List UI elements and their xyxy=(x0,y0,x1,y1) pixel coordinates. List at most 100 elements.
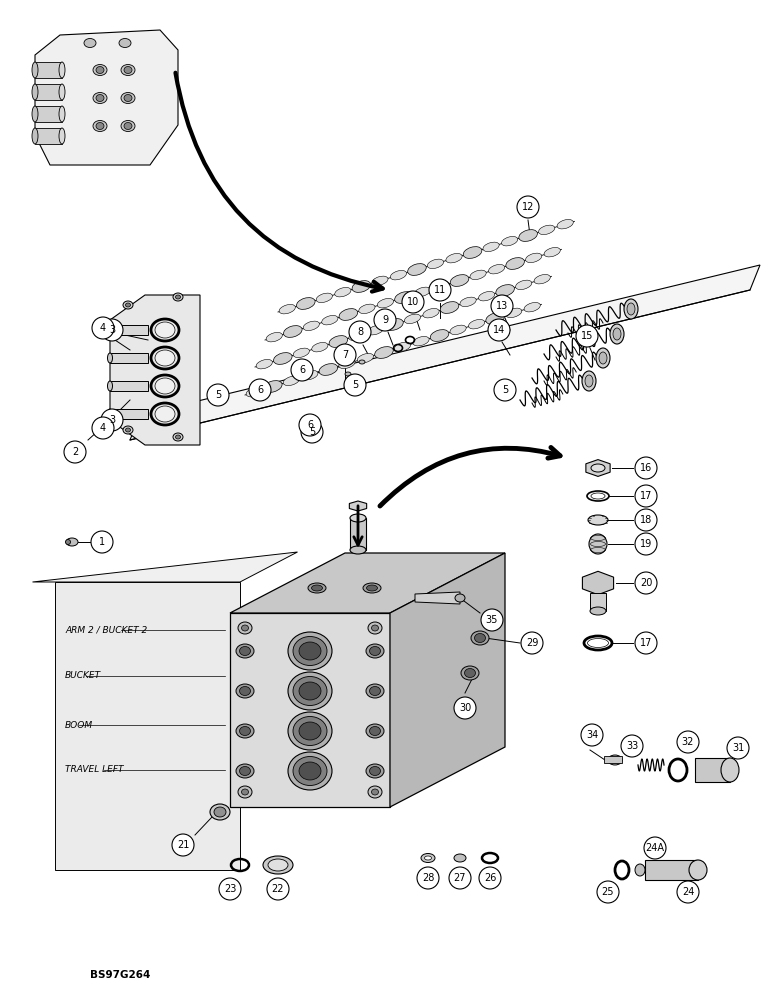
Ellipse shape xyxy=(236,644,254,658)
Ellipse shape xyxy=(126,303,130,307)
Ellipse shape xyxy=(689,860,707,880)
Circle shape xyxy=(677,881,699,903)
Text: 27: 27 xyxy=(454,873,466,883)
Ellipse shape xyxy=(239,726,250,736)
Ellipse shape xyxy=(119,38,131,47)
Ellipse shape xyxy=(463,247,482,258)
Polygon shape xyxy=(695,758,730,782)
Polygon shape xyxy=(55,582,240,870)
Text: 33: 33 xyxy=(626,741,638,751)
Polygon shape xyxy=(35,62,62,78)
Ellipse shape xyxy=(303,321,320,331)
Ellipse shape xyxy=(366,644,384,658)
Text: 5: 5 xyxy=(215,390,221,400)
Circle shape xyxy=(207,384,229,406)
Ellipse shape xyxy=(66,538,78,546)
Circle shape xyxy=(621,735,643,757)
Text: 18: 18 xyxy=(640,515,652,525)
Ellipse shape xyxy=(506,258,524,269)
Ellipse shape xyxy=(370,726,381,736)
Circle shape xyxy=(491,295,513,317)
Circle shape xyxy=(597,881,619,903)
Ellipse shape xyxy=(391,270,407,280)
Ellipse shape xyxy=(366,684,384,698)
Ellipse shape xyxy=(124,66,132,74)
Circle shape xyxy=(344,374,366,396)
Text: TRAVEL LEFT: TRAVEL LEFT xyxy=(65,766,124,774)
Text: 3: 3 xyxy=(109,325,115,335)
Text: 2: 2 xyxy=(72,447,78,457)
Circle shape xyxy=(172,834,194,856)
Circle shape xyxy=(635,572,657,594)
Ellipse shape xyxy=(461,666,479,680)
Ellipse shape xyxy=(293,348,310,358)
Circle shape xyxy=(92,317,114,339)
Ellipse shape xyxy=(283,376,300,386)
Ellipse shape xyxy=(268,859,288,871)
Ellipse shape xyxy=(366,764,384,778)
Ellipse shape xyxy=(155,322,175,338)
Text: 13: 13 xyxy=(496,301,508,311)
Ellipse shape xyxy=(96,66,104,74)
Ellipse shape xyxy=(93,64,107,76)
Text: 26: 26 xyxy=(484,873,496,883)
Ellipse shape xyxy=(59,128,65,144)
Text: 35: 35 xyxy=(486,615,498,625)
Circle shape xyxy=(635,533,657,555)
Circle shape xyxy=(417,867,439,889)
Circle shape xyxy=(494,379,516,401)
Ellipse shape xyxy=(279,304,296,314)
Circle shape xyxy=(454,697,476,719)
Ellipse shape xyxy=(359,360,365,364)
Polygon shape xyxy=(586,460,610,476)
Ellipse shape xyxy=(239,686,250,696)
Text: 4: 4 xyxy=(100,323,106,333)
Ellipse shape xyxy=(368,622,382,634)
Ellipse shape xyxy=(423,308,439,318)
Circle shape xyxy=(92,417,114,439)
Ellipse shape xyxy=(519,230,537,241)
Ellipse shape xyxy=(425,856,432,860)
Ellipse shape xyxy=(124,122,132,129)
Text: 12: 12 xyxy=(522,202,534,212)
Ellipse shape xyxy=(345,372,351,376)
Ellipse shape xyxy=(238,622,252,634)
Text: 6: 6 xyxy=(257,385,263,395)
Ellipse shape xyxy=(557,219,574,229)
Ellipse shape xyxy=(450,325,466,335)
Circle shape xyxy=(635,509,657,531)
Text: 24A: 24A xyxy=(645,843,665,853)
Ellipse shape xyxy=(506,308,522,318)
Text: 15: 15 xyxy=(581,331,593,341)
Ellipse shape xyxy=(371,789,378,795)
Circle shape xyxy=(101,319,123,341)
Ellipse shape xyxy=(455,594,465,602)
Ellipse shape xyxy=(84,38,96,47)
Text: 5: 5 xyxy=(502,385,508,395)
Ellipse shape xyxy=(378,298,394,308)
Ellipse shape xyxy=(107,353,113,363)
Ellipse shape xyxy=(96,95,104,102)
Text: 25: 25 xyxy=(601,887,615,897)
Circle shape xyxy=(249,379,271,401)
Ellipse shape xyxy=(428,259,444,269)
Ellipse shape xyxy=(266,332,283,342)
Circle shape xyxy=(291,359,313,381)
Polygon shape xyxy=(350,501,367,511)
Circle shape xyxy=(402,291,424,313)
Text: 9: 9 xyxy=(382,315,388,325)
Ellipse shape xyxy=(123,301,133,309)
Ellipse shape xyxy=(366,724,384,738)
Polygon shape xyxy=(590,593,606,611)
Text: 31: 31 xyxy=(732,743,744,753)
Ellipse shape xyxy=(367,585,378,591)
Ellipse shape xyxy=(317,293,333,303)
Ellipse shape xyxy=(608,755,622,765)
Ellipse shape xyxy=(107,381,113,391)
Circle shape xyxy=(479,867,501,889)
Circle shape xyxy=(677,731,699,753)
Ellipse shape xyxy=(121,120,135,131)
Ellipse shape xyxy=(370,766,381,776)
Ellipse shape xyxy=(587,639,608,648)
Circle shape xyxy=(635,485,657,507)
